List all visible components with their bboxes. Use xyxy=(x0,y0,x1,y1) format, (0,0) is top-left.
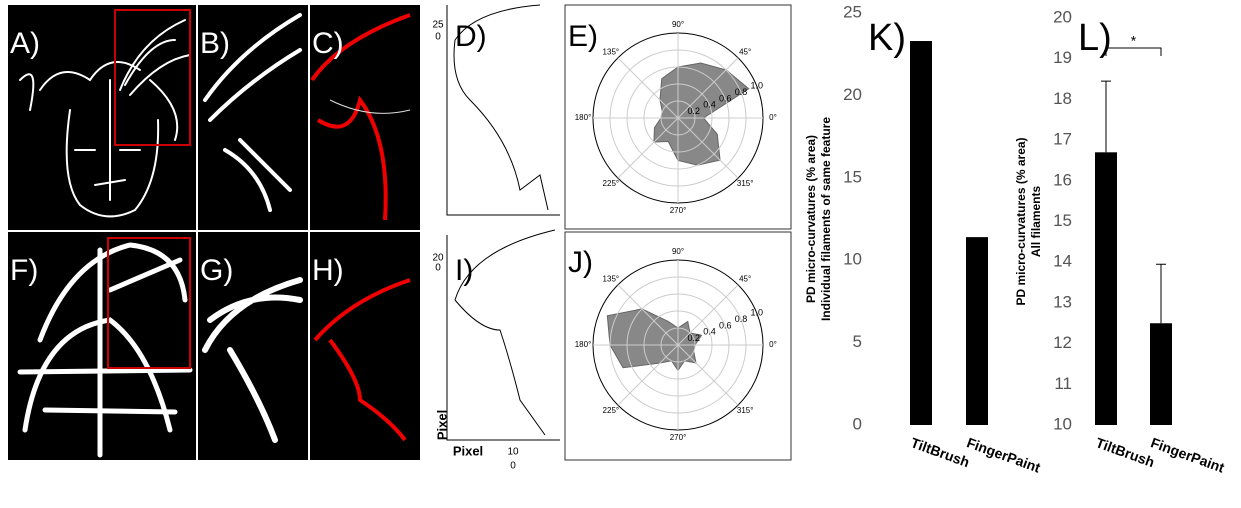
polar-angle-label: 90° xyxy=(672,247,684,256)
panel-label: A) xyxy=(10,27,40,60)
polar-angle-label: 45° xyxy=(739,47,751,56)
x-tick-label: TiltBrush xyxy=(909,434,972,470)
x-tick-label: FingerPaint xyxy=(1149,434,1227,475)
error-bar xyxy=(1156,263,1166,324)
profile-panels xyxy=(446,4,792,461)
polar-radius-label: 0.6 xyxy=(719,93,732,103)
y-axis-label: PD micro-curvatures (% area) xyxy=(804,135,818,303)
y-tick-label: 12 xyxy=(1053,333,1072,352)
bar xyxy=(910,41,932,426)
x-tick-label: FingerPaint xyxy=(965,434,1043,475)
polar-spoke xyxy=(677,57,739,119)
i-tick-label: 0 xyxy=(510,461,516,472)
polar-radius-label: 0.2 xyxy=(688,106,701,116)
bar xyxy=(966,237,988,425)
image-panels xyxy=(8,5,420,460)
polar-spoke xyxy=(677,344,739,406)
panel-label: I) xyxy=(455,254,473,287)
y-tick-label: 10 xyxy=(843,250,862,269)
panel-label: D) xyxy=(455,20,487,53)
y-tick-label: 13 xyxy=(1053,292,1072,311)
y-tick-label: 14 xyxy=(1053,252,1072,271)
polar-radius-label: 0.2 xyxy=(688,333,701,343)
polar-radius-label: 0.6 xyxy=(719,320,732,330)
bar xyxy=(1095,152,1117,425)
polar-plots: 90°45°0°315°270°225°180°135°0.20.40.60.8… xyxy=(575,20,777,442)
polar-spoke xyxy=(617,344,679,406)
polar-angle-label: 0° xyxy=(769,113,777,122)
polar-radius-label: 1.0 xyxy=(751,81,764,91)
polar-radius-label: 0.8 xyxy=(735,87,748,97)
y-tick-label: 18 xyxy=(1053,89,1072,108)
polar-radius-label: 0.4 xyxy=(703,327,716,337)
panel-label: J) xyxy=(568,246,593,279)
panel-label: F) xyxy=(10,254,38,287)
panel-label: H) xyxy=(312,254,344,287)
polar-angle-label: 315° xyxy=(737,406,754,415)
polar-angle-label: 315° xyxy=(737,179,754,188)
panel-label: B) xyxy=(200,27,230,60)
chart-title: K) xyxy=(868,17,906,59)
bar xyxy=(1150,323,1172,425)
y-tick-label: 16 xyxy=(1053,170,1072,189)
axis-label: Pixel xyxy=(434,410,449,440)
error-bar xyxy=(1101,80,1111,153)
polar-angle-label: 180° xyxy=(575,113,592,122)
y-tick-label: 15 xyxy=(843,167,862,186)
polar-spoke xyxy=(617,117,679,179)
polar-spoke xyxy=(677,117,739,179)
i-tick-label: 10 xyxy=(507,447,519,458)
polar-angle-label: 225° xyxy=(603,179,620,188)
y-tick-label: 10 xyxy=(1053,414,1072,433)
polar-radius-label: 1.0 xyxy=(751,308,764,318)
y-axis-label: All filaments xyxy=(1029,186,1043,258)
polar-spoke xyxy=(617,57,679,119)
y-tick-label: 5 xyxy=(853,332,862,351)
polar-angle-label: 135° xyxy=(603,274,620,283)
polar-radius-label: 0.4 xyxy=(703,100,716,110)
x-tick-label: TiltBrush xyxy=(1094,434,1157,470)
polar-angle-label: 225° xyxy=(603,406,620,415)
y-tick-label: 0 xyxy=(853,414,862,433)
y-tick-label: 15 xyxy=(1053,211,1072,230)
i-tick-label: 20 xyxy=(432,253,444,264)
polar-angle-label: 45° xyxy=(739,274,751,283)
d-tick-label: 25 xyxy=(432,20,444,31)
polar-angle-label: 270° xyxy=(670,433,687,442)
polar-angle-label: 90° xyxy=(672,20,684,29)
significance-bracket xyxy=(1105,47,1162,56)
polar-angle-label: 135° xyxy=(603,47,620,56)
chart-title: L) xyxy=(1078,17,1112,59)
polar-radius-label: 0.8 xyxy=(735,314,748,324)
polar-angle-label: 0° xyxy=(769,340,777,349)
y-tick-label: 17 xyxy=(1053,130,1072,149)
y-tick-label: 20 xyxy=(843,85,862,104)
polar-angle-label: 270° xyxy=(670,206,687,215)
i-tick-label: 0 xyxy=(435,263,441,274)
y-tick-label: 25 xyxy=(843,2,862,21)
polar-spoke xyxy=(677,284,739,346)
y-axis-label: Individual filaments of same feature xyxy=(819,117,833,321)
polar-angle-label: 180° xyxy=(575,340,592,349)
y-tick-label: 20 xyxy=(1053,7,1072,26)
axis-label: Pixel xyxy=(453,443,483,458)
panel-label: E) xyxy=(568,20,598,53)
y-axis-label: PD micro-curvatures (% area) xyxy=(1014,137,1028,305)
d-tick-label: 0 xyxy=(435,32,441,43)
y-tick-label: 11 xyxy=(1054,374,1072,393)
polar-spoke xyxy=(617,284,679,346)
annotation: * xyxy=(1131,33,1137,49)
panel-label: C) xyxy=(312,27,344,60)
y-tick-label: 19 xyxy=(1053,48,1072,67)
panel-label: G) xyxy=(200,254,233,287)
